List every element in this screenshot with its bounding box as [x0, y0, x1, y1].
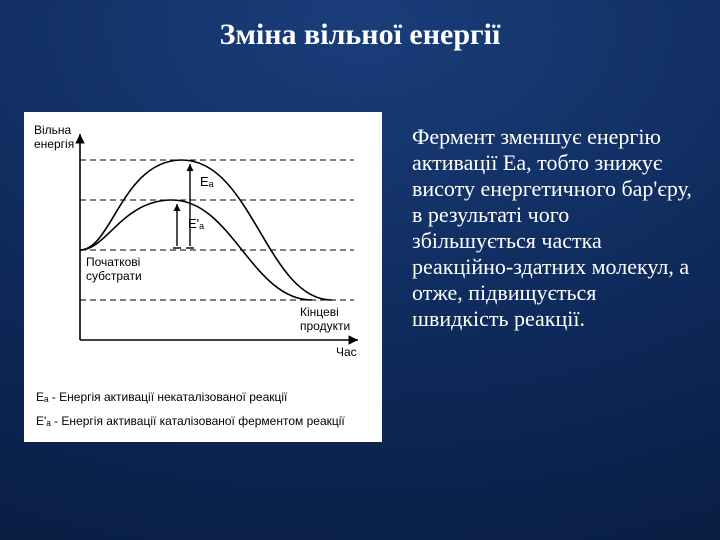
energy-diagram: Eₐ E'ₐ Вільна енергія Час Початкові субс…: [32, 120, 374, 380]
slide-title: Зміна вільної енергії: [0, 18, 720, 52]
label-substrate-2: субстрати: [86, 269, 142, 283]
legend-line-ea: Eₐ - Енергія активації некаталізованої р…: [36, 388, 374, 406]
description-text: Фермент зменшує енергію активації Еа, то…: [382, 112, 720, 332]
label-ea: Eₐ: [200, 174, 214, 189]
x-axis-label: Час: [336, 345, 357, 359]
label-product-2: продукти: [300, 319, 350, 333]
diagram-container: Eₐ E'ₐ Вільна енергія Час Початкові субс…: [24, 112, 382, 442]
y-axis-label-1: Вільна: [34, 123, 72, 137]
diagram-legend: Eₐ - Енергія активації некаталізованої р…: [36, 388, 374, 430]
y-axis-label-2: енергія: [34, 137, 74, 151]
legend-line-eap: E'ₐ - Енергія активації каталізованої фе…: [36, 412, 374, 430]
slide: Зміна вільної енергії: [0, 0, 720, 540]
label-product-1: Кінцеві: [300, 305, 339, 319]
label-eap: E'ₐ: [188, 216, 204, 231]
content-row: Eₐ E'ₐ Вільна енергія Час Початкові субс…: [0, 112, 720, 442]
label-substrate-1: Початкові: [86, 255, 140, 269]
